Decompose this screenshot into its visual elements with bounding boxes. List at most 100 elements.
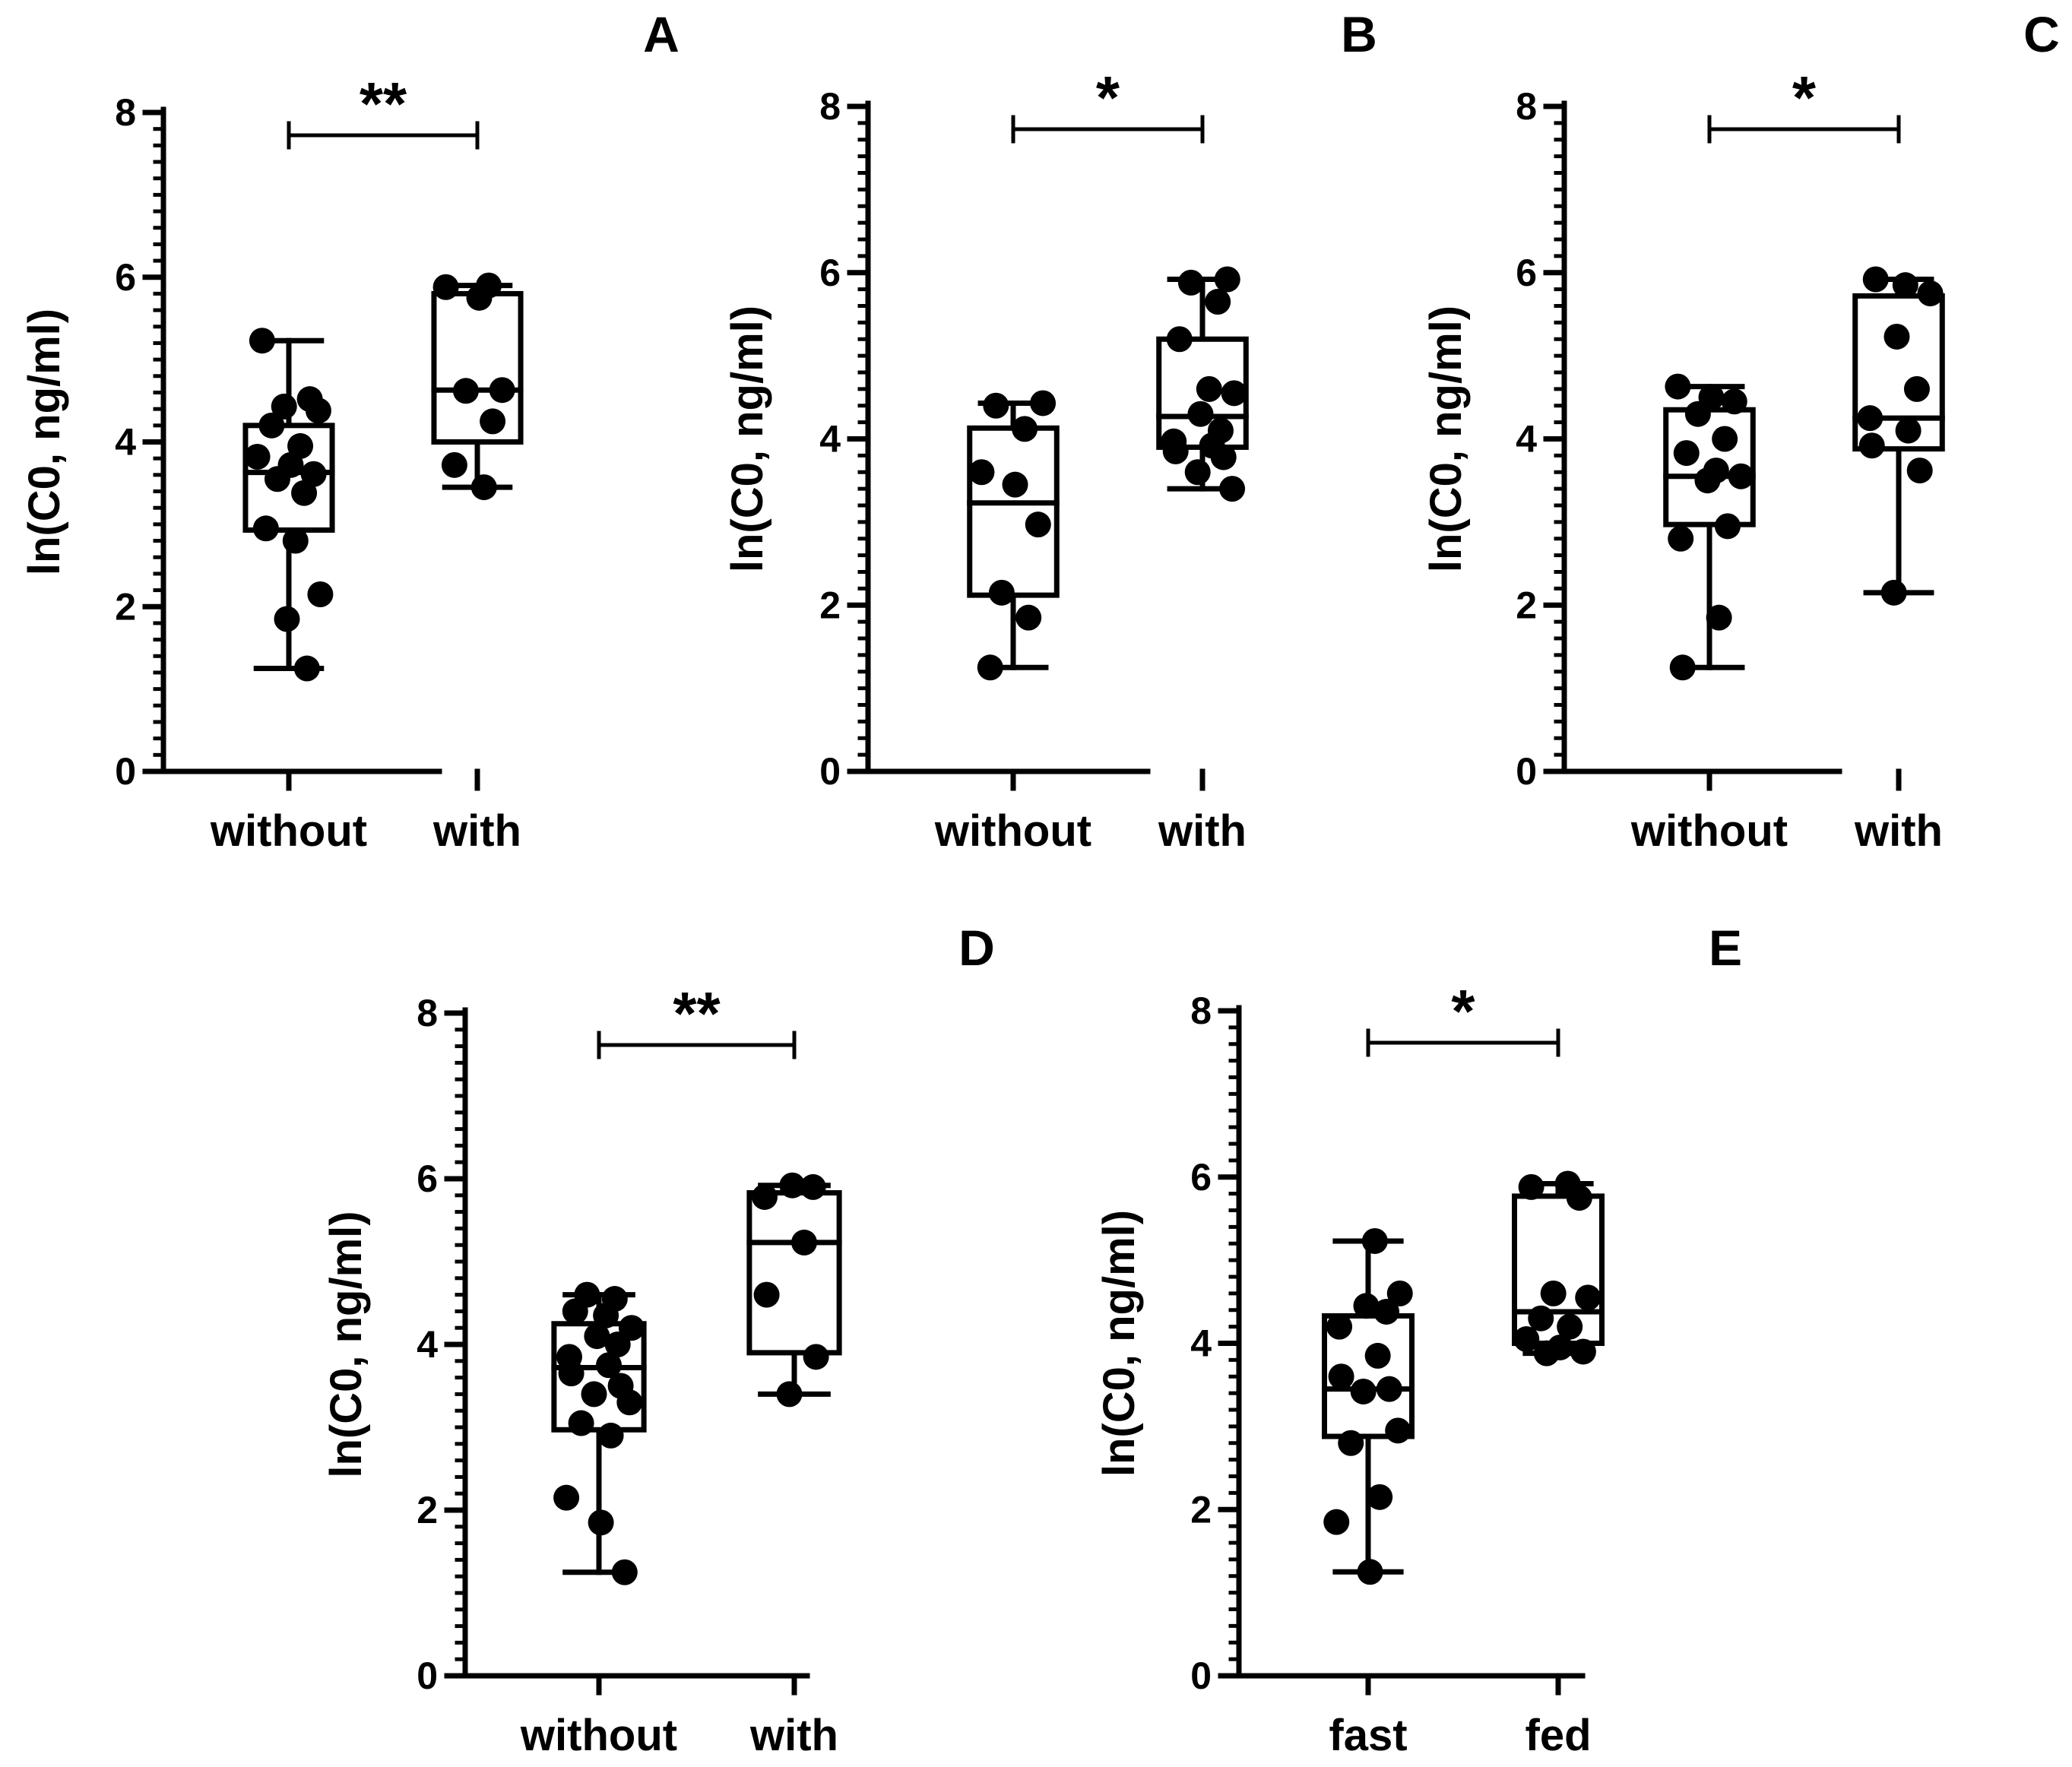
significance-label: *	[1792, 64, 1817, 131]
box-with	[1156, 266, 1249, 502]
data-point	[568, 1410, 594, 1436]
x-tick-label: without	[210, 806, 367, 856]
data-point	[1714, 513, 1741, 540]
data-point	[1214, 266, 1240, 293]
data-point	[1002, 471, 1028, 498]
y-tick-label: 8	[417, 992, 438, 1034]
data-point	[282, 527, 309, 554]
y-tick-label: 4	[1190, 1322, 1212, 1365]
data-point	[1857, 405, 1883, 432]
y-axis-title: ln(C0, ng/ml)	[322, 1211, 371, 1477]
y-tick-label: 0	[1516, 750, 1537, 793]
panel-a: A 0 2 4 6 8 ln(C0, ng/ml) without with **	[20, 6, 680, 856]
data-point	[441, 451, 467, 478]
x-tick-label: with	[1158, 806, 1247, 856]
data-point	[1575, 1284, 1602, 1311]
data-point	[1906, 458, 1933, 484]
y-tick-label: 0	[1190, 1655, 1212, 1697]
data-point	[1694, 467, 1721, 494]
data-point	[558, 1360, 585, 1387]
y-tick-label: 2	[1516, 584, 1537, 626]
data-point	[1323, 1509, 1350, 1535]
y-tick-label: 8	[115, 91, 136, 134]
x-tick-label: without	[1630, 806, 1788, 856]
data-point	[1895, 417, 1922, 444]
data-point	[1210, 444, 1237, 470]
y-tick-label: 4	[417, 1323, 438, 1366]
data-point	[588, 1509, 614, 1536]
x-tick-label: with	[432, 806, 521, 856]
data-point	[1673, 440, 1700, 467]
panel-label: A	[643, 6, 680, 62]
box-fed	[1512, 1170, 1605, 1366]
box-with	[1852, 266, 1945, 606]
data-point	[596, 1352, 623, 1379]
data-point	[1903, 375, 1930, 402]
y-tick-label: 2	[417, 1489, 438, 1531]
data-point	[791, 1229, 818, 1256]
data-point	[616, 1389, 643, 1416]
y-tick-label: 2	[1190, 1488, 1212, 1531]
significance-label: *	[1096, 64, 1120, 131]
data-point	[1668, 525, 1694, 552]
box-fast	[1322, 1227, 1415, 1585]
data-point	[1386, 1280, 1413, 1306]
y-tick-label: 2	[115, 585, 136, 628]
y-axis-title: ln(C0, ng/ml)	[1421, 306, 1471, 572]
y-tick-label: 6	[1516, 252, 1537, 294]
data-point	[1712, 426, 1738, 452]
data-point	[1162, 438, 1189, 464]
data-point	[1570, 1338, 1596, 1365]
data-point	[1665, 373, 1691, 400]
data-point	[1373, 1298, 1400, 1325]
y-tick-label: 8	[1190, 990, 1212, 1032]
y-tick-label: 8	[819, 85, 841, 128]
data-point	[489, 377, 515, 404]
data-point	[1221, 380, 1247, 407]
data-point	[1196, 375, 1222, 402]
box-without	[1663, 373, 1756, 681]
data-point	[264, 466, 290, 492]
data-point	[480, 408, 506, 435]
y-tick-label: 6	[819, 252, 841, 294]
data-point	[452, 378, 479, 404]
data-point	[466, 284, 493, 311]
panel-d: D 0 2 4 6 8 ln(C0, ng/ml) without with **	[322, 920, 995, 1760]
y-tick-label: 6	[115, 256, 136, 299]
y-axis-title: ln(C0, ng/ml)	[723, 306, 772, 572]
data-point	[779, 1172, 806, 1199]
data-point	[584, 1323, 610, 1350]
y-tick-label: 0	[819, 750, 841, 793]
data-point	[249, 328, 275, 354]
y-tick-label: 4	[1516, 418, 1537, 461]
data-point	[1862, 266, 1889, 293]
data-point	[553, 1484, 580, 1511]
x-tick-label: with	[749, 1711, 838, 1760]
data-point	[1880, 579, 1907, 606]
data-point	[1177, 269, 1204, 296]
data-point	[1184, 459, 1211, 486]
x-tick-label: without	[520, 1711, 677, 1760]
data-point	[1858, 432, 1885, 459]
box-without	[967, 390, 1060, 681]
data-point	[1513, 1326, 1540, 1353]
box-iqr	[431, 290, 524, 445]
data-point	[470, 474, 497, 501]
data-point	[1205, 289, 1231, 315]
data-point	[1518, 1173, 1544, 1200]
data-point	[1557, 1313, 1583, 1340]
significance-label: *	[1451, 977, 1475, 1045]
box-iqr	[967, 425, 1060, 598]
data-point	[1015, 604, 1042, 631]
data-point	[1376, 1376, 1402, 1402]
data-point	[983, 392, 1009, 419]
data-point	[1669, 654, 1696, 681]
data-point	[1684, 401, 1711, 427]
data-point	[1728, 463, 1754, 489]
data-point	[1012, 416, 1038, 442]
data-point	[1187, 401, 1214, 427]
box-with	[431, 272, 524, 501]
data-point	[1219, 476, 1246, 502]
data-point	[977, 654, 1003, 681]
x-tick-label: without	[934, 806, 1091, 856]
